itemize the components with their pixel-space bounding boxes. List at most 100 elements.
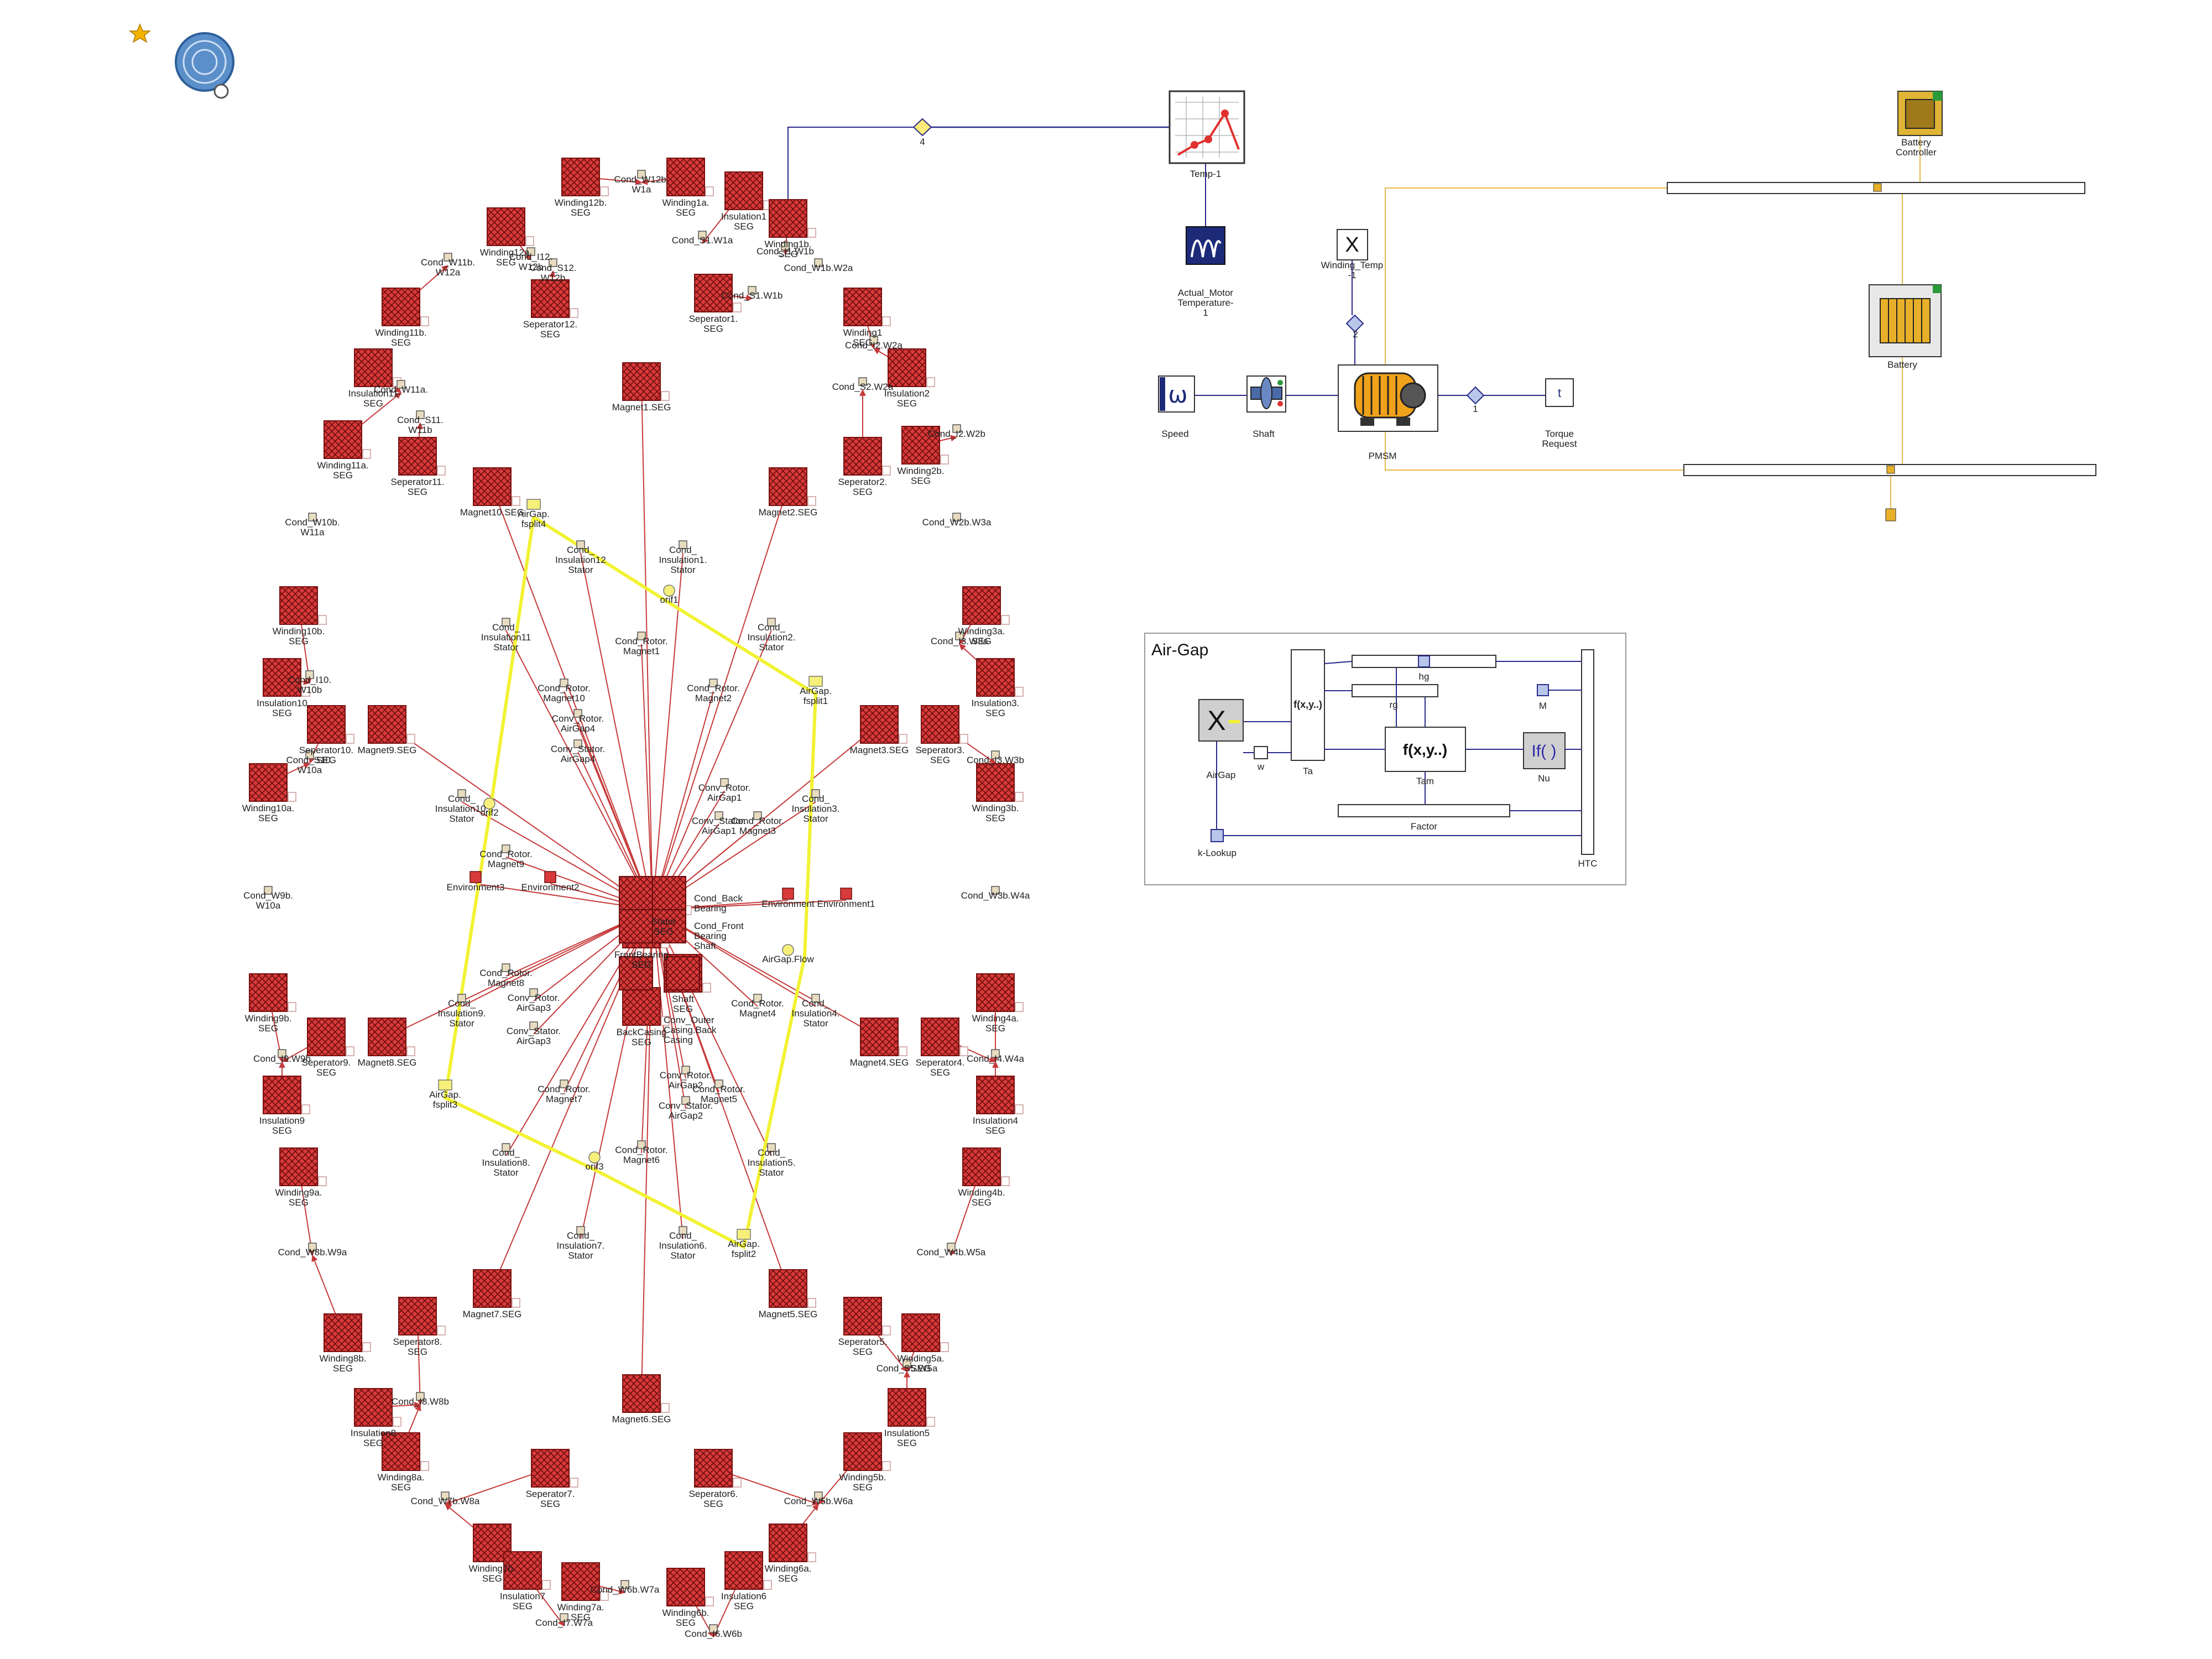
rotor-link-node[interactable] bbox=[573, 739, 582, 748]
thermal-segment-seperator6-seg[interactable] bbox=[694, 1449, 742, 1488]
thermal-segment-insulation2-seg[interactable] bbox=[888, 348, 935, 387]
rg-bar[interactable] bbox=[1352, 684, 1438, 697]
rotor-link-node[interactable] bbox=[502, 618, 510, 627]
conductor-node[interactable] bbox=[814, 258, 823, 267]
thermal-segment-seperator1-seg[interactable] bbox=[694, 274, 742, 312]
thermal-segment-seperator12-seg[interactable] bbox=[531, 279, 578, 318]
rotor-link-node[interactable] bbox=[576, 1226, 585, 1235]
thermal-segment-winding4b-seg[interactable] bbox=[962, 1147, 1010, 1186]
conductor-node[interactable] bbox=[709, 1624, 718, 1633]
thermal-segment-magnet5-seg[interactable] bbox=[769, 1269, 816, 1308]
rotor-link-node[interactable] bbox=[767, 618, 776, 627]
orifice-node[interactable] bbox=[483, 797, 495, 810]
thermal-segment-insulation11-seg[interactable] bbox=[354, 348, 401, 387]
airgap-split-node[interactable] bbox=[438, 1079, 452, 1091]
conductor-node[interactable] bbox=[264, 886, 273, 895]
rotor-link-node[interactable] bbox=[529, 988, 538, 997]
rotor-link-node[interactable] bbox=[529, 1021, 538, 1030]
conductor-node[interactable] bbox=[781, 242, 790, 251]
conductor-node[interactable] bbox=[991, 1049, 1000, 1058]
m-signal[interactable] bbox=[1537, 684, 1549, 696]
conductor-node[interactable] bbox=[814, 1491, 823, 1500]
thermal-segment-winding3b-seg[interactable] bbox=[976, 763, 1024, 802]
thermal-segment-magnet10-seg[interactable] bbox=[473, 467, 520, 506]
ta-function-block[interactable] bbox=[1291, 649, 1325, 761]
thermal-segment-winding8a-seg[interactable] bbox=[382, 1432, 429, 1471]
torque-request-block[interactable]: t bbox=[1545, 378, 1574, 407]
thermal-segment-winding1-seg[interactable] bbox=[843, 288, 891, 326]
w-gain[interactable] bbox=[1254, 746, 1268, 759]
rotor-link-node[interactable] bbox=[502, 963, 510, 972]
thermal-segment-insulation7-seg[interactable] bbox=[503, 1551, 551, 1590]
orifice-node[interactable] bbox=[663, 585, 675, 597]
thermal-segment-magnet7-seg[interactable] bbox=[473, 1269, 520, 1308]
thermal-segment-seperator10-seg[interactable] bbox=[307, 705, 354, 744]
environment-node[interactable] bbox=[840, 888, 852, 900]
orifice-node[interactable] bbox=[588, 1151, 601, 1164]
rotor-link-node[interactable] bbox=[637, 1140, 646, 1149]
nu-if-block[interactable] bbox=[1523, 732, 1566, 769]
shaft-block[interactable] bbox=[1246, 375, 1286, 413]
conductor-node[interactable] bbox=[549, 258, 557, 267]
thermal-segment-seperator2-seg[interactable] bbox=[843, 437, 891, 476]
thermal-segment-winding10a-seg[interactable] bbox=[249, 763, 296, 802]
thermal-segment-winding11a-seg[interactable] bbox=[324, 420, 371, 459]
environment-node[interactable] bbox=[469, 871, 482, 883]
thermal-segment-winding4a-seg[interactable] bbox=[976, 973, 1024, 1012]
thermal-segment-winding11b-seg[interactable] bbox=[382, 288, 429, 326]
conductor-node[interactable] bbox=[991, 750, 1000, 759]
factor-bar[interactable] bbox=[1338, 804, 1510, 817]
conductor-node[interactable] bbox=[698, 231, 707, 239]
rotor-link-node[interactable] bbox=[753, 811, 762, 820]
rotor-link-node[interactable] bbox=[714, 1079, 723, 1088]
thermal-segment-winding8b-seg[interactable] bbox=[324, 1313, 371, 1352]
conductor-node[interactable] bbox=[308, 513, 317, 521]
conductor-node[interactable] bbox=[397, 380, 405, 389]
thermal-segment-insulation10-seg[interactable] bbox=[263, 658, 310, 697]
conductor-node[interactable] bbox=[991, 886, 1000, 895]
thermal-segment-winding7a-seg[interactable] bbox=[561, 1562, 609, 1601]
thermal-segment-magnet3-seg[interactable] bbox=[860, 705, 907, 744]
thermal-segment-insulation8-seg[interactable] bbox=[354, 1388, 401, 1427]
thermal-segment-winding6a-seg[interactable] bbox=[769, 1524, 816, 1562]
conductor-node[interactable] bbox=[526, 247, 535, 256]
conductor-node[interactable] bbox=[952, 513, 961, 521]
htc-bar[interactable] bbox=[1581, 649, 1594, 855]
conductor-node[interactable] bbox=[858, 377, 867, 386]
rotor-link-node[interactable] bbox=[457, 789, 466, 798]
airgap-split-node[interactable] bbox=[526, 499, 541, 510]
airgap-split-node[interactable] bbox=[737, 1229, 751, 1240]
thermal-segment-seperator4-seg[interactable] bbox=[921, 1018, 968, 1056]
thermal-segment-insulation5-seg[interactable] bbox=[888, 1388, 935, 1427]
ground-node[interactable] bbox=[1885, 508, 1896, 521]
battery-block[interactable] bbox=[1869, 284, 1942, 357]
thermal-segment-winding1b-seg[interactable] bbox=[769, 199, 816, 238]
rotor-link-node[interactable] bbox=[573, 709, 582, 718]
mux-connector-2[interactable] bbox=[1345, 314, 1364, 333]
thermal-segment-seperator3-seg[interactable] bbox=[921, 705, 968, 744]
mux-connector-1[interactable] bbox=[1466, 386, 1485, 405]
rotor-link-node[interactable] bbox=[811, 994, 820, 1003]
thermal-segment-insulation9-seg[interactable] bbox=[263, 1076, 310, 1114]
thermal-segment-magnet9-seg[interactable] bbox=[368, 705, 415, 744]
thermal-segment-winding5b-seg[interactable] bbox=[843, 1432, 891, 1471]
rotor-link-node[interactable] bbox=[502, 844, 510, 853]
environment-node[interactable] bbox=[782, 888, 794, 900]
environment-node[interactable] bbox=[544, 871, 556, 883]
thermal-segment-winding1a-seg[interactable] bbox=[666, 158, 714, 196]
thermal-segment-insulation3-seg[interactable] bbox=[976, 658, 1024, 697]
conductor-node[interactable] bbox=[947, 1243, 956, 1251]
thermal-segment-magnet8-seg[interactable] bbox=[368, 1018, 415, 1056]
rotor-link-node[interactable] bbox=[720, 778, 729, 787]
thermal-segment-winding7b-seg[interactable] bbox=[473, 1524, 520, 1562]
conductor-node[interactable] bbox=[637, 170, 646, 179]
central-hub-stack[interactable]: Cond_Back Bearing Cond_Front Bearing Shaft … bbox=[619, 876, 744, 1045]
airgap-split-node[interactable] bbox=[808, 676, 823, 687]
thermal-segment-winding12a-seg[interactable] bbox=[487, 207, 534, 246]
rotor-link-node[interactable] bbox=[637, 632, 646, 640]
speed-sensor-block[interactable]: ω bbox=[1158, 375, 1195, 413]
thermal-segment-winding10b-seg[interactable] bbox=[279, 586, 327, 625]
conductor-node[interactable] bbox=[444, 253, 452, 262]
conductor-node[interactable] bbox=[416, 1392, 425, 1401]
